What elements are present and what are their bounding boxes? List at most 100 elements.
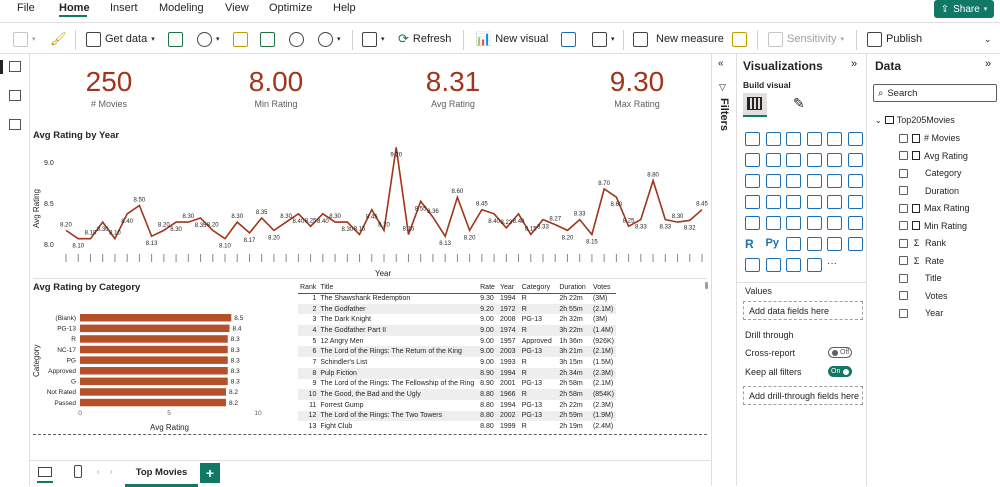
cross-report-toggle[interactable]: Off bbox=[828, 347, 852, 358]
clustered-bar-icon[interactable] bbox=[786, 132, 801, 146]
donut-icon[interactable] bbox=[847, 174, 863, 188]
column-header[interactable]: Rate bbox=[478, 282, 498, 294]
area-100-icon[interactable] bbox=[806, 153, 822, 167]
table-scrollbar[interactable] bbox=[705, 282, 708, 289]
menu-home[interactable]: Home bbox=[59, 2, 90, 14]
chevron-double-right-icon[interactable]: » bbox=[985, 58, 992, 70]
bar[interactable] bbox=[80, 377, 228, 386]
bar[interactable] bbox=[80, 356, 228, 364]
multi-row-card-icon[interactable] bbox=[765, 216, 781, 230]
table-row[interactable]: 7 Schindler's List 9.00 1993 R 3h 15m (1.5M) bbox=[298, 357, 616, 368]
chevron-right-icon[interactable]: › bbox=[110, 467, 113, 476]
menu-view[interactable]: View bbox=[225, 2, 249, 14]
table-node[interactable]: ⌄ Top205Movies bbox=[875, 115, 955, 125]
bar[interactable] bbox=[80, 335, 228, 343]
recent-sources-button[interactable]: ▾ bbox=[318, 29, 341, 49]
qa-icon[interactable] bbox=[827, 237, 842, 251]
mobile-view-icon[interactable] bbox=[74, 465, 82, 478]
table-row[interactable]: 6 The Lord of the Rings: The Return of th… bbox=[298, 346, 616, 358]
waterfall-icon[interactable] bbox=[765, 174, 781, 188]
menu-modeling[interactable]: Modeling bbox=[159, 2, 204, 14]
field-checkbox[interactable] bbox=[899, 151, 908, 160]
field-checkbox[interactable] bbox=[899, 168, 908, 178]
metrics-icon[interactable] bbox=[806, 258, 822, 272]
slicer-icon[interactable] bbox=[806, 216, 822, 230]
table-row[interactable]: 10 The Good, the Bad and the Ugly 8.80 1966… bbox=[298, 389, 616, 400]
paste-button[interactable]: ▾ bbox=[13, 29, 36, 49]
key-influencers-icon[interactable] bbox=[786, 237, 801, 251]
data-search-input[interactable]: ⌕ Search bbox=[873, 84, 997, 102]
bar[interactable] bbox=[80, 388, 226, 396]
field-item[interactable]: Votes bbox=[899, 289, 948, 303]
gauge-icon[interactable] bbox=[847, 195, 863, 209]
column-header[interactable]: Rank bbox=[298, 282, 319, 294]
drill-through-drop-well[interactable]: Add drill-through fields here bbox=[743, 386, 863, 405]
column-header[interactable]: Category bbox=[519, 282, 558, 294]
field-checkbox[interactable] bbox=[899, 291, 908, 300]
table-icon[interactable] bbox=[827, 216, 842, 230]
collapse-ribbon-button[interactable]: ⌄ bbox=[984, 29, 992, 49]
filled-map-icon[interactable] bbox=[786, 195, 801, 209]
ribbon-chart-icon[interactable] bbox=[745, 174, 760, 188]
field-item[interactable]: # Movies bbox=[899, 131, 960, 145]
table-row[interactable]: 3 The Dark Knight 9.00 2008 PG-13 2h 32m (3M) bbox=[298, 314, 616, 325]
field-item[interactable]: Max Rating bbox=[899, 201, 970, 215]
line-column-icon[interactable] bbox=[827, 153, 842, 167]
menu-insert[interactable]: Insert bbox=[110, 2, 138, 14]
get-data-button[interactable]: Get data ▾ bbox=[86, 29, 155, 49]
funnel-icon[interactable] bbox=[786, 174, 801, 188]
line-clustered-icon[interactable] bbox=[847, 153, 863, 167]
table-row[interactable]: 5 12 Angry Men 9.00 1957 Approved 1h 36m (926K… bbox=[298, 336, 616, 347]
report-view-icon[interactable] bbox=[9, 61, 21, 72]
matrix-icon[interactable] bbox=[847, 216, 863, 230]
table-row[interactable]: 4 The Godfather Part II 9.00 1974 R 3h 22m (1.… bbox=[298, 325, 616, 336]
field-item[interactable]: Title bbox=[899, 271, 942, 285]
line-chart[interactable]: 8.208.108.108.308.108.408.508.138.208.30… bbox=[30, 142, 710, 282]
table-row[interactable]: 12 The Lord of the Rings: The Two Towers 8… bbox=[298, 410, 616, 422]
bar[interactable] bbox=[80, 398, 226, 407]
paginated-icon[interactable] bbox=[745, 258, 760, 272]
bar-chart[interactable]: (Blank) 8.5 PG-13 8.4 R 8.3 NC-17 8.3 PG 8.3 Appro… bbox=[30, 294, 265, 424]
stacked-bar-icon[interactable] bbox=[745, 132, 760, 146]
scatter-icon[interactable] bbox=[806, 174, 822, 188]
field-item[interactable]: Category bbox=[899, 166, 962, 180]
table-row[interactable]: 1 The Shawshank Redemption 9.30 1994 R 2h 22m… bbox=[298, 293, 616, 304]
100-bar-icon[interactable] bbox=[827, 132, 842, 146]
pie-icon[interactable] bbox=[827, 174, 842, 188]
field-item[interactable]: Min Rating bbox=[899, 219, 967, 233]
table-row[interactable]: 11 Forrest Gump 8.80 1994 PG-13 2h 22m (2.3M) bbox=[298, 400, 616, 411]
stacked-area-icon[interactable] bbox=[786, 153, 801, 167]
bar[interactable] bbox=[80, 314, 232, 322]
field-item[interactable]: Avg Rating bbox=[899, 149, 968, 163]
share-button[interactable]: ⇪ Share ▾ bbox=[934, 0, 994, 18]
azure-map-icon[interactable] bbox=[827, 195, 842, 209]
table-row[interactable]: 2 The Godfather 9.20 1972 R 2h 55m (2.1M) bbox=[298, 303, 616, 315]
enter-data-button[interactable] bbox=[260, 29, 275, 49]
bar[interactable] bbox=[80, 324, 230, 333]
decomposition-tree-icon[interactable] bbox=[806, 237, 822, 251]
movies-table[interactable]: Rank Title Rate Year Category Duration Votes 1… bbox=[298, 282, 616, 432]
filters-pane[interactable]: « ▽ Filters bbox=[711, 54, 736, 486]
field-checkbox[interactable] bbox=[899, 256, 908, 265]
field-item[interactable]: Σ Rank bbox=[899, 236, 946, 250]
bar[interactable] bbox=[80, 345, 228, 354]
table-row[interactable]: 8 Pulp Fiction 8.90 1994 R 2h 34m (2.3M) bbox=[298, 367, 616, 379]
map-icon[interactable] bbox=[765, 195, 781, 209]
column-header[interactable]: Title bbox=[318, 282, 479, 294]
more-visuals-button[interactable]: ▾ bbox=[592, 29, 615, 49]
menu-file[interactable]: File bbox=[17, 2, 35, 14]
100-column-icon[interactable] bbox=[847, 132, 863, 146]
field-checkbox[interactable] bbox=[899, 308, 908, 318]
menu-help[interactable]: Help bbox=[333, 2, 356, 14]
clustered-column-icon[interactable] bbox=[806, 132, 822, 146]
format-painter-button[interactable]: 🖌 bbox=[50, 29, 67, 49]
quick-measure-button[interactable] bbox=[732, 29, 747, 49]
column-header[interactable]: Votes bbox=[590, 282, 616, 294]
stacked-column-icon[interactable] bbox=[765, 132, 781, 146]
field-item[interactable]: Year bbox=[899, 306, 943, 320]
bar[interactable] bbox=[80, 367, 228, 375]
menu-optimize[interactable]: Optimize bbox=[269, 2, 313, 14]
format-visual-icon[interactable]: ✎ bbox=[793, 95, 805, 111]
model-view-icon[interactable] bbox=[9, 119, 21, 130]
field-checkbox[interactable] bbox=[899, 186, 908, 195]
